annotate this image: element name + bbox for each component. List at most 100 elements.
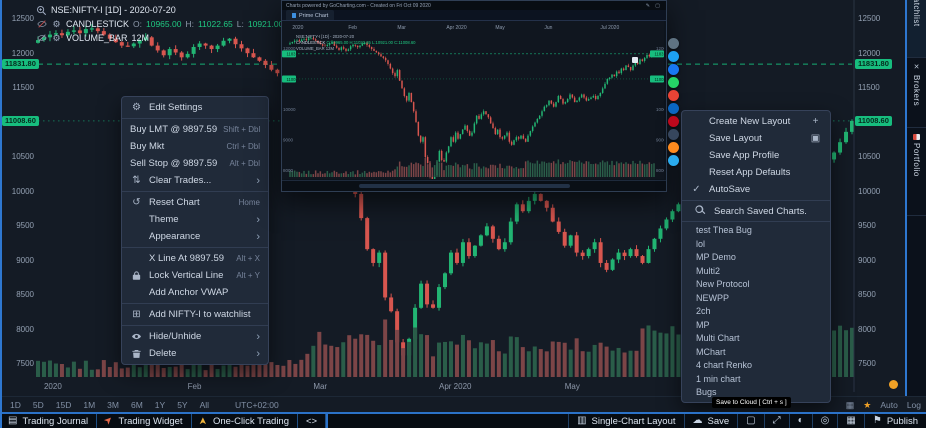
saved-chart-item[interactable]: MP Demo xyxy=(696,252,736,262)
code-editor-button[interactable]: <> xyxy=(298,414,327,428)
timeframe-3m[interactable]: 3M xyxy=(107,399,119,410)
menu-item-label: Theme xyxy=(149,214,179,225)
share-reddit-button[interactable] xyxy=(668,142,679,153)
timeframe-1m[interactable]: 1M xyxy=(83,399,96,410)
menu-item[interactable]: Hide/Unhide › xyxy=(122,328,268,345)
exchange-button[interactable]: ▦ xyxy=(837,414,863,428)
share-telegram-button[interactable] xyxy=(668,155,679,166)
publish-button[interactable]: ⚑ Publish xyxy=(863,414,926,428)
chevron-right-icon: › xyxy=(256,174,260,187)
theme-button[interactable]: ◐ xyxy=(788,414,812,428)
menu-group: Buy LMT @ 9897.59 Shift + Dbl Buy Mkt Ctrl … xyxy=(122,118,268,191)
tab-portfolio-label: Portfolio xyxy=(912,143,921,177)
share-email-button[interactable] xyxy=(668,38,679,49)
menu-item[interactable]: ⚙ Edit Settings xyxy=(122,99,268,116)
menu-item[interactable]: X Line At 9897.59 Alt + X xyxy=(122,250,268,267)
menu-item[interactable]: ✓ AutoSave xyxy=(682,181,830,198)
symbol-title: NSE:NIFTY-I [1D] - 2020-07-20 xyxy=(51,5,176,15)
menu-item[interactable]: Buy Mkt Ctrl + Dbl xyxy=(122,138,268,155)
menu-item[interactable]: Buy LMT @ 9897.59 Shift + Dbl xyxy=(122,121,268,138)
saved-chart-item[interactable]: test Thea Bug xyxy=(696,225,752,235)
share-tumblr-button[interactable] xyxy=(668,129,679,140)
fullscreen-button[interactable]: ⤢ xyxy=(763,414,789,428)
popup-scroll-strip[interactable] xyxy=(282,180,666,191)
menu-item[interactable]: Theme › xyxy=(122,211,268,228)
log-scale-toggle[interactable]: Log xyxy=(906,400,921,410)
auto-scale-toggle[interactable]: Auto xyxy=(880,400,898,410)
price-tick: 9500 xyxy=(858,221,876,230)
trading-widget-button[interactable]: ➤ Trading Widget xyxy=(97,414,192,428)
saved-charts-search[interactable]: Search Saved Charts. xyxy=(682,200,830,221)
study-settings-gear-icon[interactable]: ⚙ xyxy=(52,32,61,43)
saved-chart-item[interactable]: 2ch xyxy=(696,306,711,316)
one-click-trading-button[interactable]: ➤ One-Click Trading xyxy=(192,414,298,428)
share-google-button[interactable] xyxy=(668,90,679,101)
menu-item[interactable]: Lock Vertical Line Alt + Y xyxy=(122,267,268,284)
saved-chart-item[interactable]: MP xyxy=(696,319,710,330)
timeframe-15d[interactable]: 15D xyxy=(55,399,72,410)
svg-text:Jul 2020: Jul 2020 xyxy=(600,25,619,31)
tab-brokers[interactable]: ✕ Brokers xyxy=(907,58,926,128)
eye-off-icon[interactable] xyxy=(36,19,47,30)
share-linkedin-button[interactable] xyxy=(668,103,679,114)
trading-widget-label: Trading Widget xyxy=(118,415,183,427)
popup-tab[interactable]: Prime Chart xyxy=(286,10,335,20)
svg-text:12000: 12000 xyxy=(283,46,296,51)
svg-text:8000: 8000 xyxy=(656,168,664,173)
saved-chart-item[interactable]: lol xyxy=(696,238,706,249)
focus-mode-button[interactable]: ◎ xyxy=(811,414,838,428)
menu-item-label: Add Anchor VWAP xyxy=(149,287,229,298)
menu-item[interactable]: Save App Profile xyxy=(682,147,830,164)
menu-item[interactable]: Save Layout ▣ xyxy=(682,130,830,147)
popup-edit-expand-icons[interactable]: ✎ ▢ xyxy=(645,2,662,9)
grid-icon[interactable]: ▦ xyxy=(845,399,855,410)
menu-item[interactable]: Delete › xyxy=(122,345,268,362)
timeframe-5d[interactable]: 5D xyxy=(32,399,44,410)
saved-chart-item[interactable]: Multi2 xyxy=(696,265,721,276)
timeframe-1d[interactable]: 1D xyxy=(10,399,21,410)
popup-scrollbar[interactable] xyxy=(358,184,570,188)
saved-chart-item[interactable]: MChart xyxy=(696,346,726,357)
study-name: CANDLESTICK xyxy=(66,19,130,29)
layout-menu-items: Create New Layout + Save Layout ▣ Save App P… xyxy=(682,111,830,200)
saved-chart-item[interactable]: Multi Chart xyxy=(696,333,740,343)
menu-item[interactable]: Appearance › xyxy=(122,228,268,245)
timeframe-all[interactable]: All xyxy=(199,399,210,410)
share-pinterest-button[interactable] xyxy=(668,116,679,127)
favorite-star-icon[interactable]: ★ xyxy=(863,399,872,410)
timezone-label[interactable]: UTC+02:00 xyxy=(235,399,279,410)
zoom-in-icon[interactable] xyxy=(36,5,47,16)
trading-journal-button[interactable]: ▤ Trading Journal xyxy=(0,414,98,428)
saved-chart-item[interactable]: 4 chart Renko xyxy=(696,360,753,370)
screenshot-button[interactable]: ▢ xyxy=(737,414,763,428)
saved-chart-item[interactable]: 1 min chart xyxy=(696,373,741,384)
menu-item[interactable]: Reset App Defaults xyxy=(682,164,830,181)
menu-item[interactable]: ⊞ Add NIFTY-I to watchlist xyxy=(122,306,268,323)
share-whatsapp-button[interactable] xyxy=(668,77,679,88)
share-twitter-button[interactable] xyxy=(668,51,679,62)
eye-off-icon[interactable] xyxy=(36,33,47,44)
menu-item[interactable]: Add Anchor VWAP xyxy=(122,284,268,301)
price-tick: 12500 xyxy=(11,14,34,23)
timeframe-6m[interactable]: 6M xyxy=(130,399,143,410)
saved-chart-item[interactable]: NEWPP xyxy=(696,292,730,303)
share-facebook-button[interactable] xyxy=(668,64,679,75)
tab-watchlist[interactable]: Watchlist xyxy=(907,0,926,58)
svg-text:May: May xyxy=(495,25,505,31)
saved-chart-item[interactable]: Bugs xyxy=(696,387,717,397)
save-button[interactable]: ☁ Save xyxy=(683,414,738,428)
menu-item[interactable]: ⇅ Clear Trades... › xyxy=(122,172,268,189)
hand-icon: ➤ xyxy=(197,416,209,426)
timeframe-1y[interactable]: 1Y xyxy=(154,399,166,410)
timeframe-5y[interactable]: 5Y xyxy=(177,399,188,410)
menu-item[interactable]: ↺ Reset Chart Home xyxy=(122,194,268,211)
high-value: 11022.65 xyxy=(197,19,233,29)
moon-icon: ◐ xyxy=(797,415,804,426)
tab-portfolio[interactable]: Portfolio xyxy=(907,128,926,216)
single-chart-layout-button[interactable]: ▥ Single-Chart Layout xyxy=(568,414,683,428)
saved-chart-item[interactable]: New Protocol xyxy=(696,279,750,289)
menu-item[interactable]: Create New Layout + xyxy=(682,113,830,130)
square-icon: ▢ xyxy=(746,415,756,426)
study-settings-gear-icon[interactable]: ⚙ xyxy=(52,18,61,29)
menu-item[interactable]: Sell Stop @ 9897.59 Alt + Dbl xyxy=(122,155,268,172)
